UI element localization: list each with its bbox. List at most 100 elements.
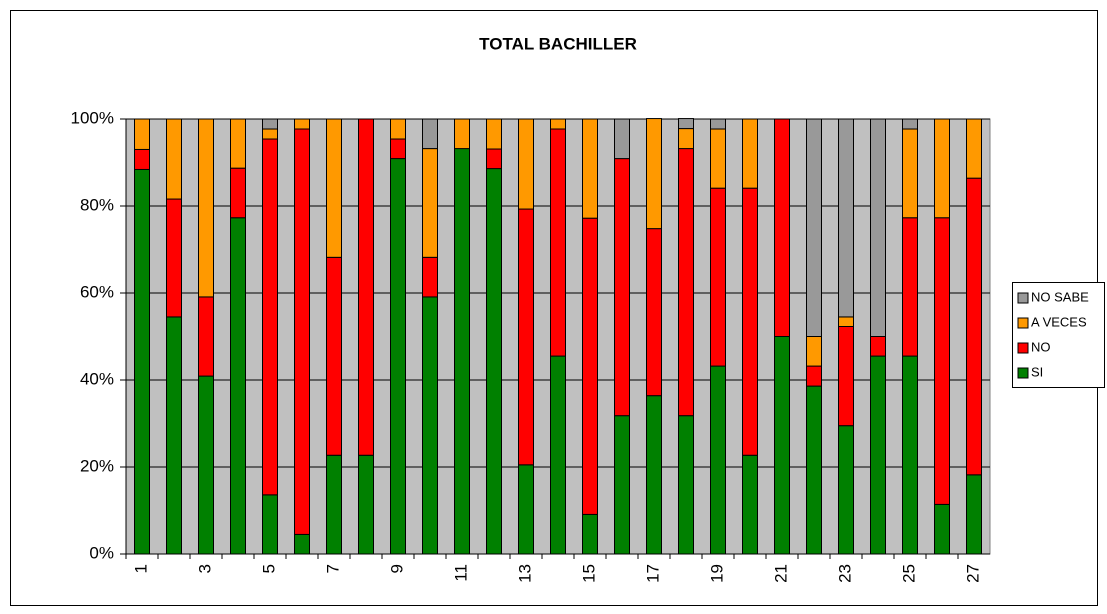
bar-segment [262,118,278,130]
bar-segment [166,316,182,555]
bar-segment [262,138,278,496]
bar-segment [774,118,790,337]
bar-segment [230,118,246,169]
y-tick-label: 100% [71,108,114,127]
bar-segment [550,128,566,357]
bar-segment [262,128,278,140]
bar-segment [902,118,918,130]
bar-segment [742,454,758,555]
y-tick-label: 60% [80,282,114,301]
bar-segment [838,316,854,327]
bar-segment [390,138,406,160]
bar-segment [966,474,982,555]
bar-segment [838,325,854,427]
bar-segment [390,118,406,140]
bar-segment [806,336,822,367]
bar-segment [902,128,918,219]
legend-label: A VECES [1031,314,1087,329]
bar-segment [742,187,758,456]
y-tick-label: 40% [80,369,114,388]
bar-segment [230,167,246,219]
y-tick-label: 20% [80,456,114,475]
bar-segment [934,503,950,555]
x-tick-label: 7 [323,564,342,573]
bar-segment [326,118,342,258]
bar-segment [902,217,918,357]
bar-segment [966,177,982,476]
x-tick-label: 11 [451,564,470,582]
y-tick-label: 80% [80,195,114,214]
bar-segment [870,336,886,357]
bar-segment [678,118,694,130]
bar-segment [294,128,310,535]
bar-segment [262,494,278,555]
x-tick-label: 27 [963,564,982,583]
bar-segment [614,158,630,417]
bar-segment [294,118,310,130]
bar-segment [614,415,630,555]
bar-segment [358,118,374,456]
x-tick-label: 17 [643,564,662,583]
bar-segment [134,148,150,170]
bar-segment [422,118,438,150]
x-tick-label: 1 [131,564,150,573]
bar-segment [198,296,214,377]
bar-segment [710,128,726,189]
bar-segment [358,454,374,555]
legend-label: NO [1031,339,1051,354]
bar-segment [518,118,534,210]
bar-segment [198,118,214,298]
bar-segment [390,158,406,555]
bar-segment [966,118,982,179]
bar-segment [934,118,950,219]
bar-segment [134,168,150,555]
bar-segment [646,228,662,397]
bar-segment [806,365,822,387]
x-tick-label: 25 [899,564,918,583]
bar-segment [710,365,726,555]
bar-segment [614,118,630,160]
bar-segment [838,425,854,555]
bar-segment [870,118,886,337]
bar-segment [486,168,502,555]
bar-segment [710,187,726,367]
x-tick-label: 21 [771,564,790,583]
bar-segment [678,128,694,150]
bar-segment [646,395,662,555]
bar-segment [230,217,246,555]
bar-segment [486,118,502,150]
bar-segment [518,464,534,555]
bar-segment [198,375,214,555]
bar-segment [134,118,150,150]
x-tick-label: 13 [515,564,534,583]
legend-swatch [1017,342,1029,354]
legend-label: SI [1031,364,1043,379]
chart-title: TOTAL BACHILLER [479,34,637,53]
bar-segment [774,336,790,555]
bar-segment [742,118,758,189]
bar-segment [550,355,566,555]
bar-segment [678,148,694,417]
x-tick-label: 19 [707,564,726,583]
bar-segment [870,355,886,555]
bar-segment [422,148,438,258]
legend-swatch [1017,367,1029,379]
bar-segment [454,118,470,150]
bar-segment [934,217,950,505]
bar-segment [486,148,502,170]
bar-segment [806,118,822,337]
bar-segment [646,118,662,230]
x-tick-label: 5 [259,564,278,573]
bar-segment [582,118,598,219]
bar-segment [518,208,534,466]
bar-segment [582,513,598,555]
bar-segment [582,217,598,515]
x-tick-label: 23 [835,564,854,583]
x-tick-label: 9 [387,564,406,573]
bar-segment [838,118,854,318]
legend-label: NO SABE [1031,289,1089,304]
bar-segment [710,118,726,130]
bar-segment [902,355,918,555]
x-tick-label: 3 [195,564,214,573]
